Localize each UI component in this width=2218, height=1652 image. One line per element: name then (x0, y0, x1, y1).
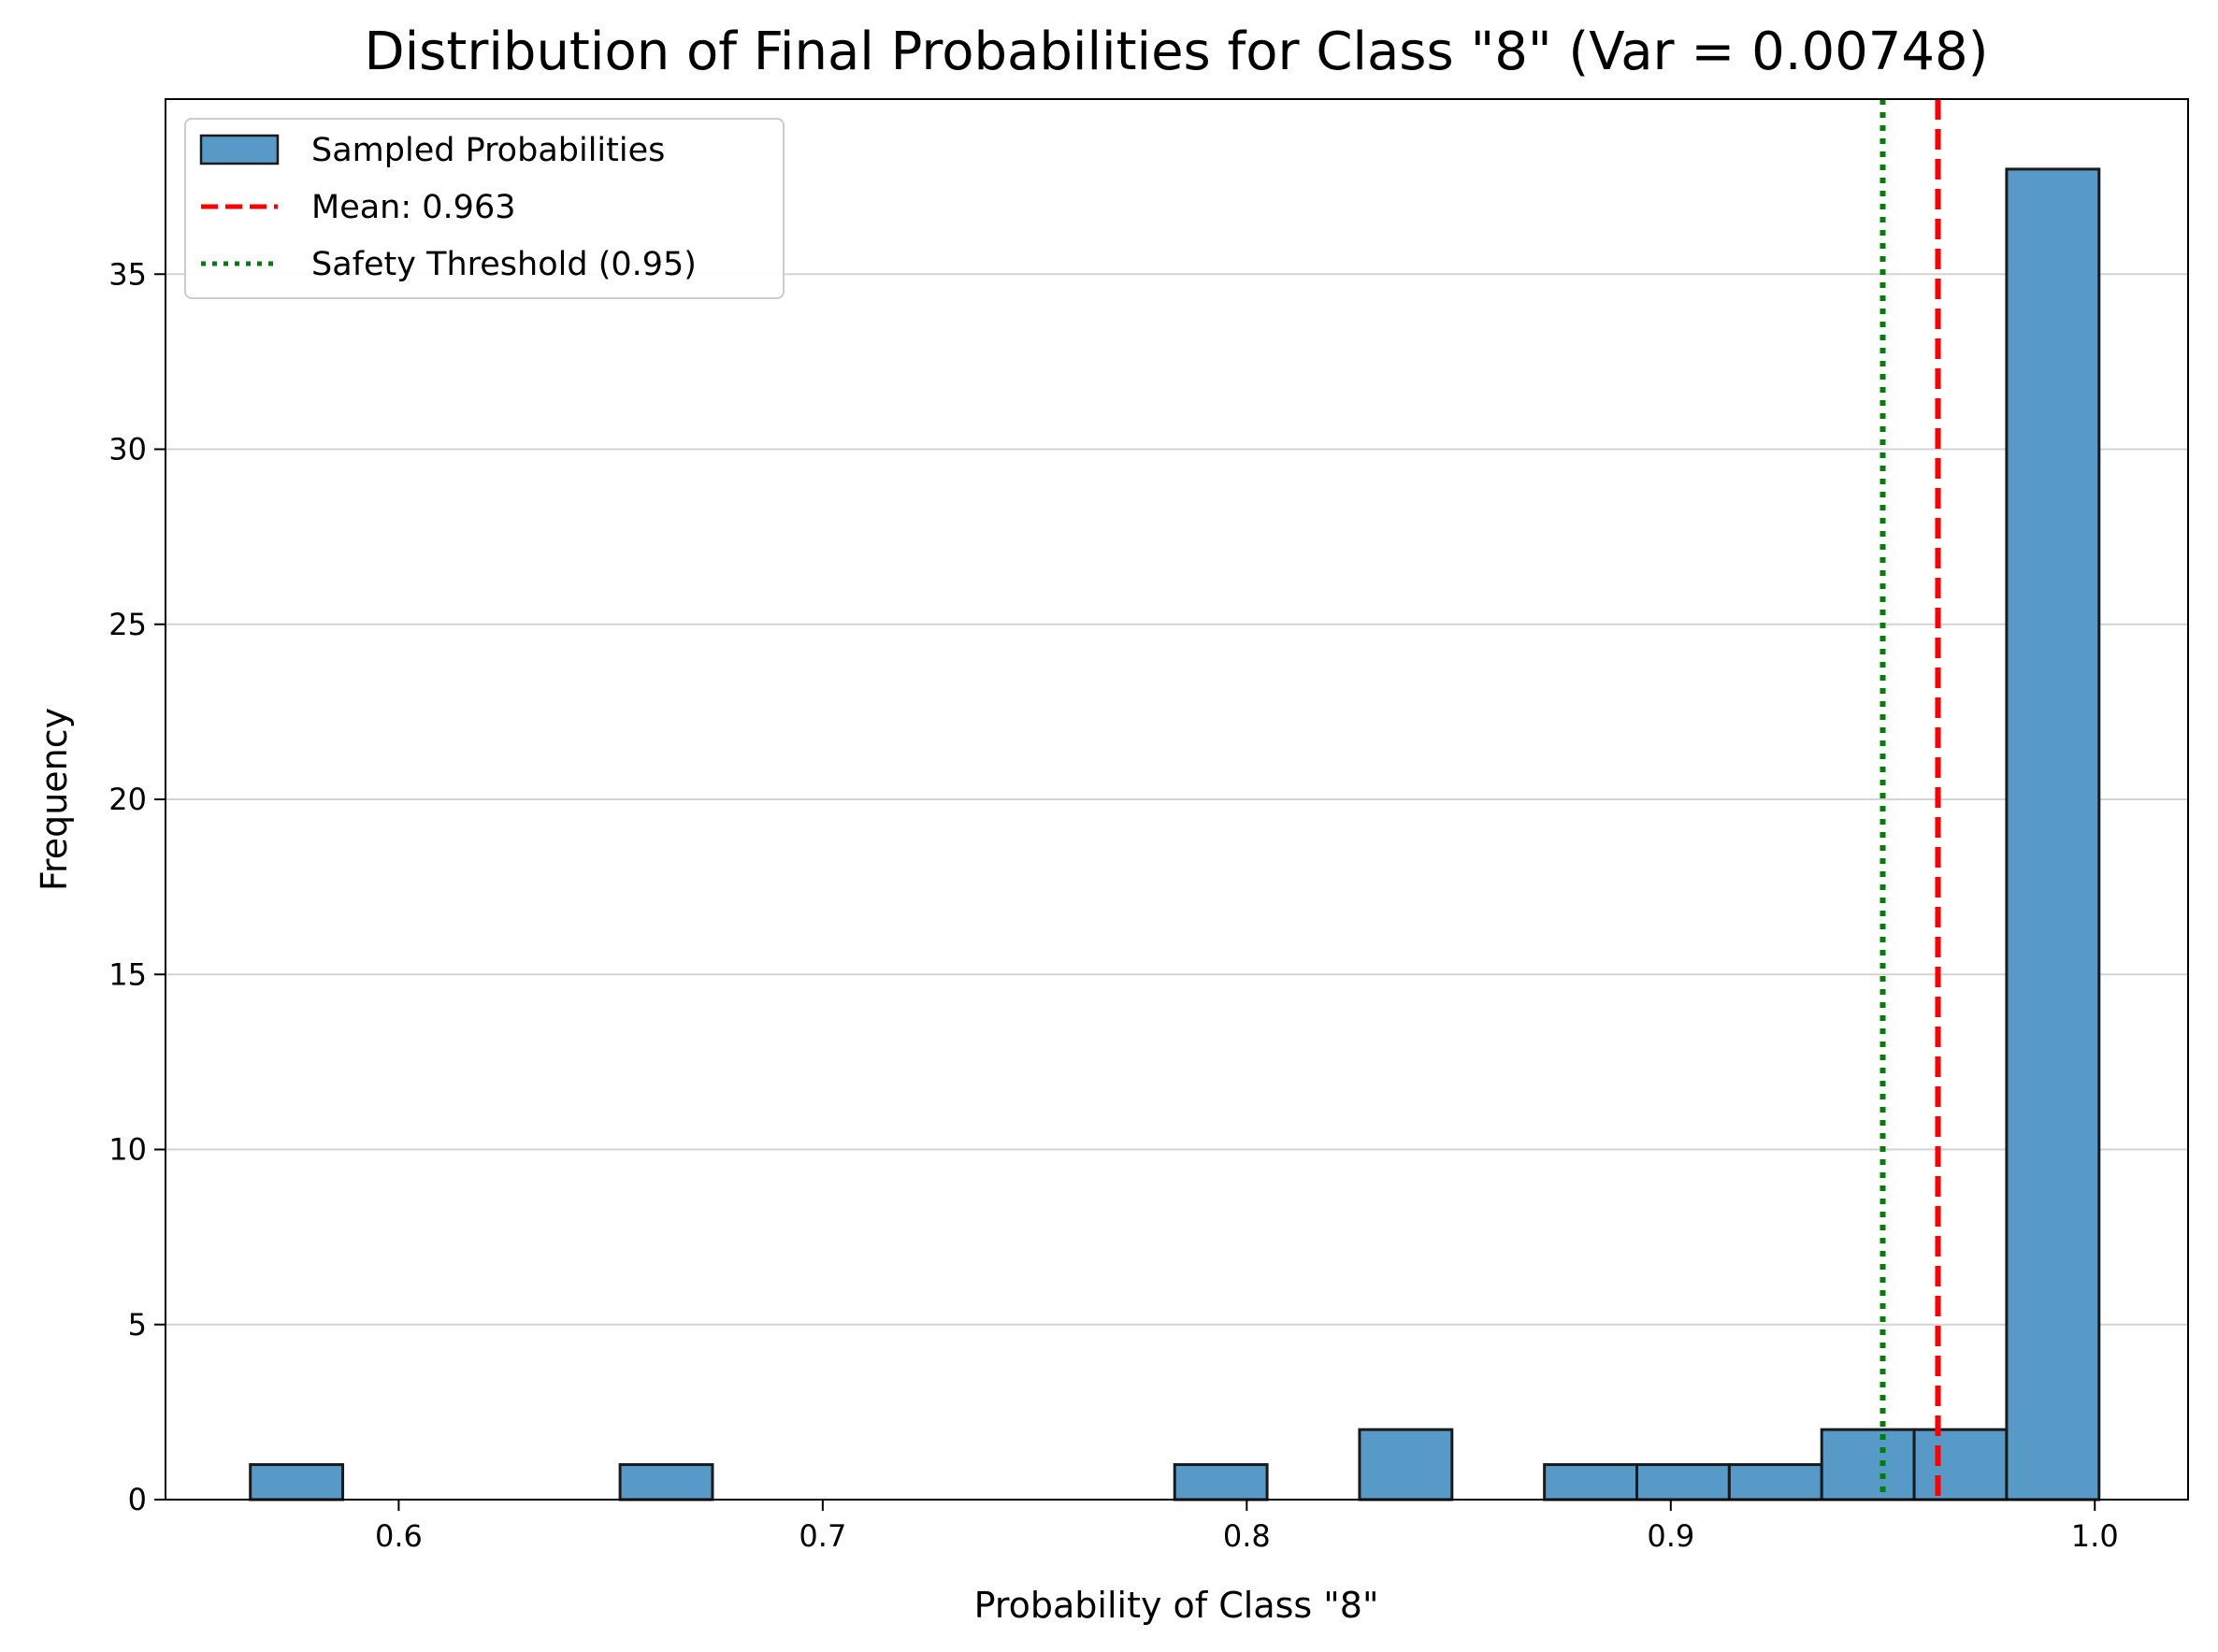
histogram-bar (1820, 1428, 1916, 1501)
histogram-bar (1635, 1463, 1731, 1501)
legend: Sampled Probabilities Mean: 0.963 Safety… (184, 118, 785, 299)
histogram-bar (2005, 167, 2101, 1501)
x-tick-label: 0.8 (1223, 1518, 1271, 1554)
x-axis-label: Probability of Class "8" (974, 1585, 1379, 1626)
histogram-bar (1358, 1428, 1454, 1501)
legend-box (184, 118, 785, 299)
y-tick-label: 25 (108, 607, 147, 642)
y-tick-label: 5 (128, 1307, 147, 1343)
histogram-bar (1173, 1463, 1269, 1501)
y-tick-label: 0 (128, 1482, 147, 1517)
histogram-bar (618, 1463, 714, 1501)
x-axis-ticks: 0.6 0.7 0.8 0.9 1.0 (375, 1500, 2119, 1554)
y-gridlines (166, 273, 2188, 1326)
y-tick-label: 35 (108, 256, 147, 292)
histogram-bar (1912, 1428, 2009, 1501)
y-tick-label: 20 (108, 782, 147, 817)
legend-label-sampled: Sampled Probabilities (311, 132, 665, 169)
y-tick-label: 15 (108, 956, 147, 992)
chart-title: Distribution of Final Probabilities for … (365, 22, 1989, 82)
legend-bar-swatch (199, 134, 280, 165)
histogram-bar (1727, 1463, 1823, 1501)
y-axis-label: Frequency (34, 708, 75, 891)
x-tick-label: 0.7 (799, 1518, 846, 1554)
legend-label-threshold: Safety Threshold (0.95) (311, 246, 697, 283)
y-axis-ticks: 0 5 10 15 20 25 30 35 (108, 256, 166, 1517)
x-tick-label: 1.0 (2071, 1518, 2119, 1554)
reference-lines (1880, 99, 1941, 1500)
histogram-bar (249, 1463, 345, 1501)
y-tick-label: 10 (108, 1132, 147, 1168)
y-tick-label: 30 (108, 432, 147, 467)
legend-label-mean: Mean: 0.963 (311, 189, 515, 226)
histogram-bar (1543, 1463, 1639, 1501)
x-tick-label: 0.6 (375, 1518, 423, 1554)
x-tick-label: 0.9 (1647, 1518, 1694, 1554)
